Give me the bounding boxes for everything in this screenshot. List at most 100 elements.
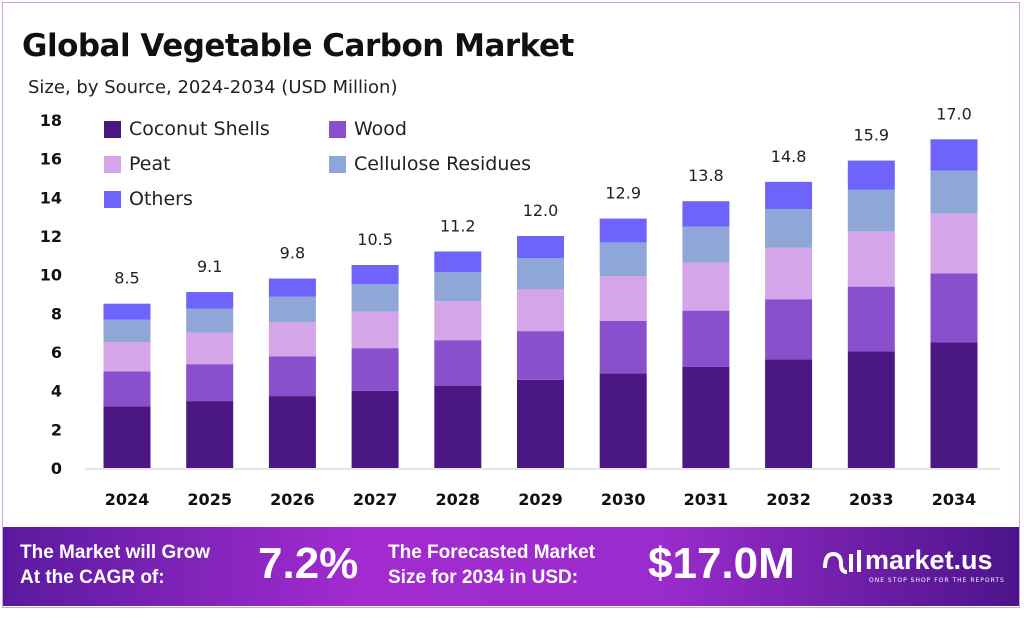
bar-segment-coconut-shells	[517, 379, 564, 468]
forecast-label: The Forecasted Market Size for 2034 in U…	[388, 540, 595, 590]
bar-segment-wood	[186, 364, 234, 402]
legend-swatch	[104, 190, 121, 208]
data-label: 13.8	[688, 166, 724, 185]
data-label: 8.5	[114, 269, 139, 288]
y-tick-label: 8	[51, 304, 62, 323]
legend-label: Cellulose Residues	[354, 153, 531, 175]
cagr-value: 7.2%	[258, 539, 359, 588]
chart-frame	[2, 2, 1020, 608]
forecast-label-line1: The Forecasted Market	[388, 542, 595, 563]
y-tick-label: 18	[40, 111, 62, 130]
legend-item: Others	[104, 188, 193, 210]
bar-segment-wood	[268, 356, 316, 397]
bar-segment-coconut-shells	[186, 401, 234, 468]
bar-segment-wood	[847, 286, 895, 352]
data-label: 17.0	[936, 104, 972, 123]
footer-banner: The Market will Grow At the CAGR of: 7.2…	[3, 527, 1019, 606]
forecast-label-line2: Size for 2034 in USD:	[388, 567, 579, 588]
bar-segment-cellulose-residues	[682, 226, 730, 263]
x-tick-label: 2030	[601, 490, 646, 509]
bar-segment-cellulose-residues	[599, 242, 647, 277]
legend-swatch	[329, 120, 346, 138]
legend-label: Others	[129, 188, 193, 210]
bar-segment-cellulose-residues	[103, 319, 151, 343]
bar-segment-peat	[599, 276, 647, 321]
bar-segment-peat	[517, 289, 564, 332]
bar-segment-others	[434, 251, 482, 272]
bar-segment-others	[351, 265, 399, 285]
bar-segment-peat	[847, 231, 895, 287]
bar-segment-others	[268, 278, 316, 297]
bar-segment-wood	[434, 340, 482, 386]
bar-segment-others	[517, 236, 564, 259]
bar-segment-cellulose-residues	[351, 284, 399, 312]
x-tick-label: 2033	[849, 490, 894, 509]
market-us-logo-icon	[823, 549, 861, 574]
bar-segment-coconut-shells	[351, 390, 399, 468]
data-label: 10.5	[357, 230, 393, 249]
legend-swatch	[104, 120, 121, 138]
bar-segment-peat	[351, 311, 399, 349]
bar-segment-peat	[682, 262, 730, 311]
brand-tagline: ONE STOP SHOP FOR THE REPORTS	[869, 577, 1005, 584]
bar-segment-coconut-shells	[599, 373, 647, 468]
bar-segment-wood	[930, 273, 978, 343]
bar-segment-wood	[765, 299, 813, 360]
chart-title: Global Vegetable Carbon Market	[22, 28, 574, 64]
data-label: 14.8	[771, 147, 807, 166]
cagr-label: The Market will Grow At the CAGR of:	[20, 540, 210, 590]
cagr-label-line1: The Market will Grow	[20, 542, 211, 563]
bar-segment-wood	[351, 348, 399, 391]
forecast-value: $17.0M	[648, 539, 795, 588]
bar-segment-coconut-shells	[847, 351, 895, 468]
bar-segment-others	[930, 139, 978, 171]
bar-segment-coconut-shells	[103, 406, 151, 468]
data-label: 12.0	[523, 201, 559, 220]
bar-segment-cellulose-residues	[847, 189, 895, 232]
chart-subtitle: Size, by Source, 2024-2034 (USD Million)	[28, 77, 398, 98]
legend-label: Wood	[354, 118, 407, 140]
data-label: 9.1	[197, 257, 222, 276]
x-tick-label: 2027	[353, 490, 398, 509]
y-tick-label: 2	[51, 420, 62, 439]
bar-segment-cellulose-residues	[517, 258, 564, 290]
legend-item: Coconut Shells	[104, 118, 270, 140]
legend-swatch	[329, 155, 346, 173]
bar-segment-peat	[765, 247, 813, 300]
data-label: 15.9	[853, 126, 889, 145]
cagr-label-line2: At the CAGR of:	[20, 567, 165, 588]
bar-segment-cellulose-residues	[434, 271, 482, 302]
bar-segment-coconut-shells	[930, 342, 978, 468]
bar-segment-coconut-shells	[682, 366, 730, 468]
bar-segment-peat	[268, 322, 316, 357]
brand-name: market.us	[865, 545, 993, 575]
bar-segment-cellulose-residues	[186, 308, 234, 333]
bar-segment-cellulose-residues	[268, 296, 316, 323]
legend-item: Wood	[329, 118, 407, 140]
x-tick-label: 2028	[436, 490, 481, 509]
y-tick-label: 12	[40, 227, 62, 246]
bar-segment-others	[186, 292, 234, 309]
bar-segment-peat	[930, 213, 978, 274]
bar-segment-peat	[434, 301, 482, 341]
bar-segment-wood	[103, 371, 151, 407]
data-label: 11.2	[440, 216, 476, 235]
x-tick-label: 2024	[105, 490, 150, 509]
y-tick-label: 14	[40, 188, 62, 207]
bar-segment-cellulose-residues	[930, 170, 978, 214]
y-tick-label: 0	[51, 459, 62, 478]
legend-item: Peat	[104, 153, 171, 175]
bar-segment-others	[847, 160, 895, 190]
legend-item: Cellulose Residues	[329, 153, 531, 175]
legend-label: Peat	[129, 153, 171, 175]
y-tick-label: 10	[40, 266, 62, 285]
x-tick-label: 2026	[270, 490, 315, 509]
legend-label: Coconut Shells	[129, 118, 270, 140]
bar-segment-wood	[517, 331, 564, 380]
bar-segment-coconut-shells	[765, 359, 813, 468]
bar-segment-coconut-shells	[434, 385, 482, 468]
bar-segment-others	[599, 218, 647, 243]
data-label: 12.9	[605, 184, 641, 203]
y-tick-label: 16	[40, 150, 62, 169]
